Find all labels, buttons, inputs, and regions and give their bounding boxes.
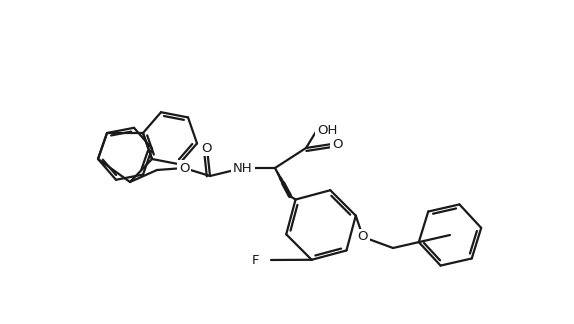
Text: O: O (358, 230, 369, 244)
Text: F: F (251, 254, 259, 268)
Text: O: O (179, 161, 189, 175)
Text: O: O (332, 137, 343, 151)
Text: O: O (201, 142, 212, 155)
Text: NH: NH (233, 161, 253, 175)
Text: OH: OH (317, 123, 338, 136)
